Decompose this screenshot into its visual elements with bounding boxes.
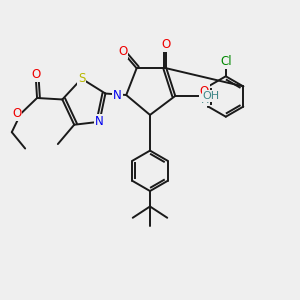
Text: S: S — [78, 72, 85, 85]
Text: OH: OH — [202, 91, 220, 101]
Text: O: O — [12, 107, 21, 120]
Text: O: O — [162, 38, 171, 51]
Text: O: O — [200, 85, 209, 98]
Text: Cl: Cl — [220, 55, 232, 68]
Text: N: N — [95, 115, 104, 128]
Text: H: H — [200, 95, 209, 105]
Text: O: O — [118, 45, 127, 58]
Text: N: N — [113, 88, 122, 101]
Text: O: O — [31, 68, 40, 81]
